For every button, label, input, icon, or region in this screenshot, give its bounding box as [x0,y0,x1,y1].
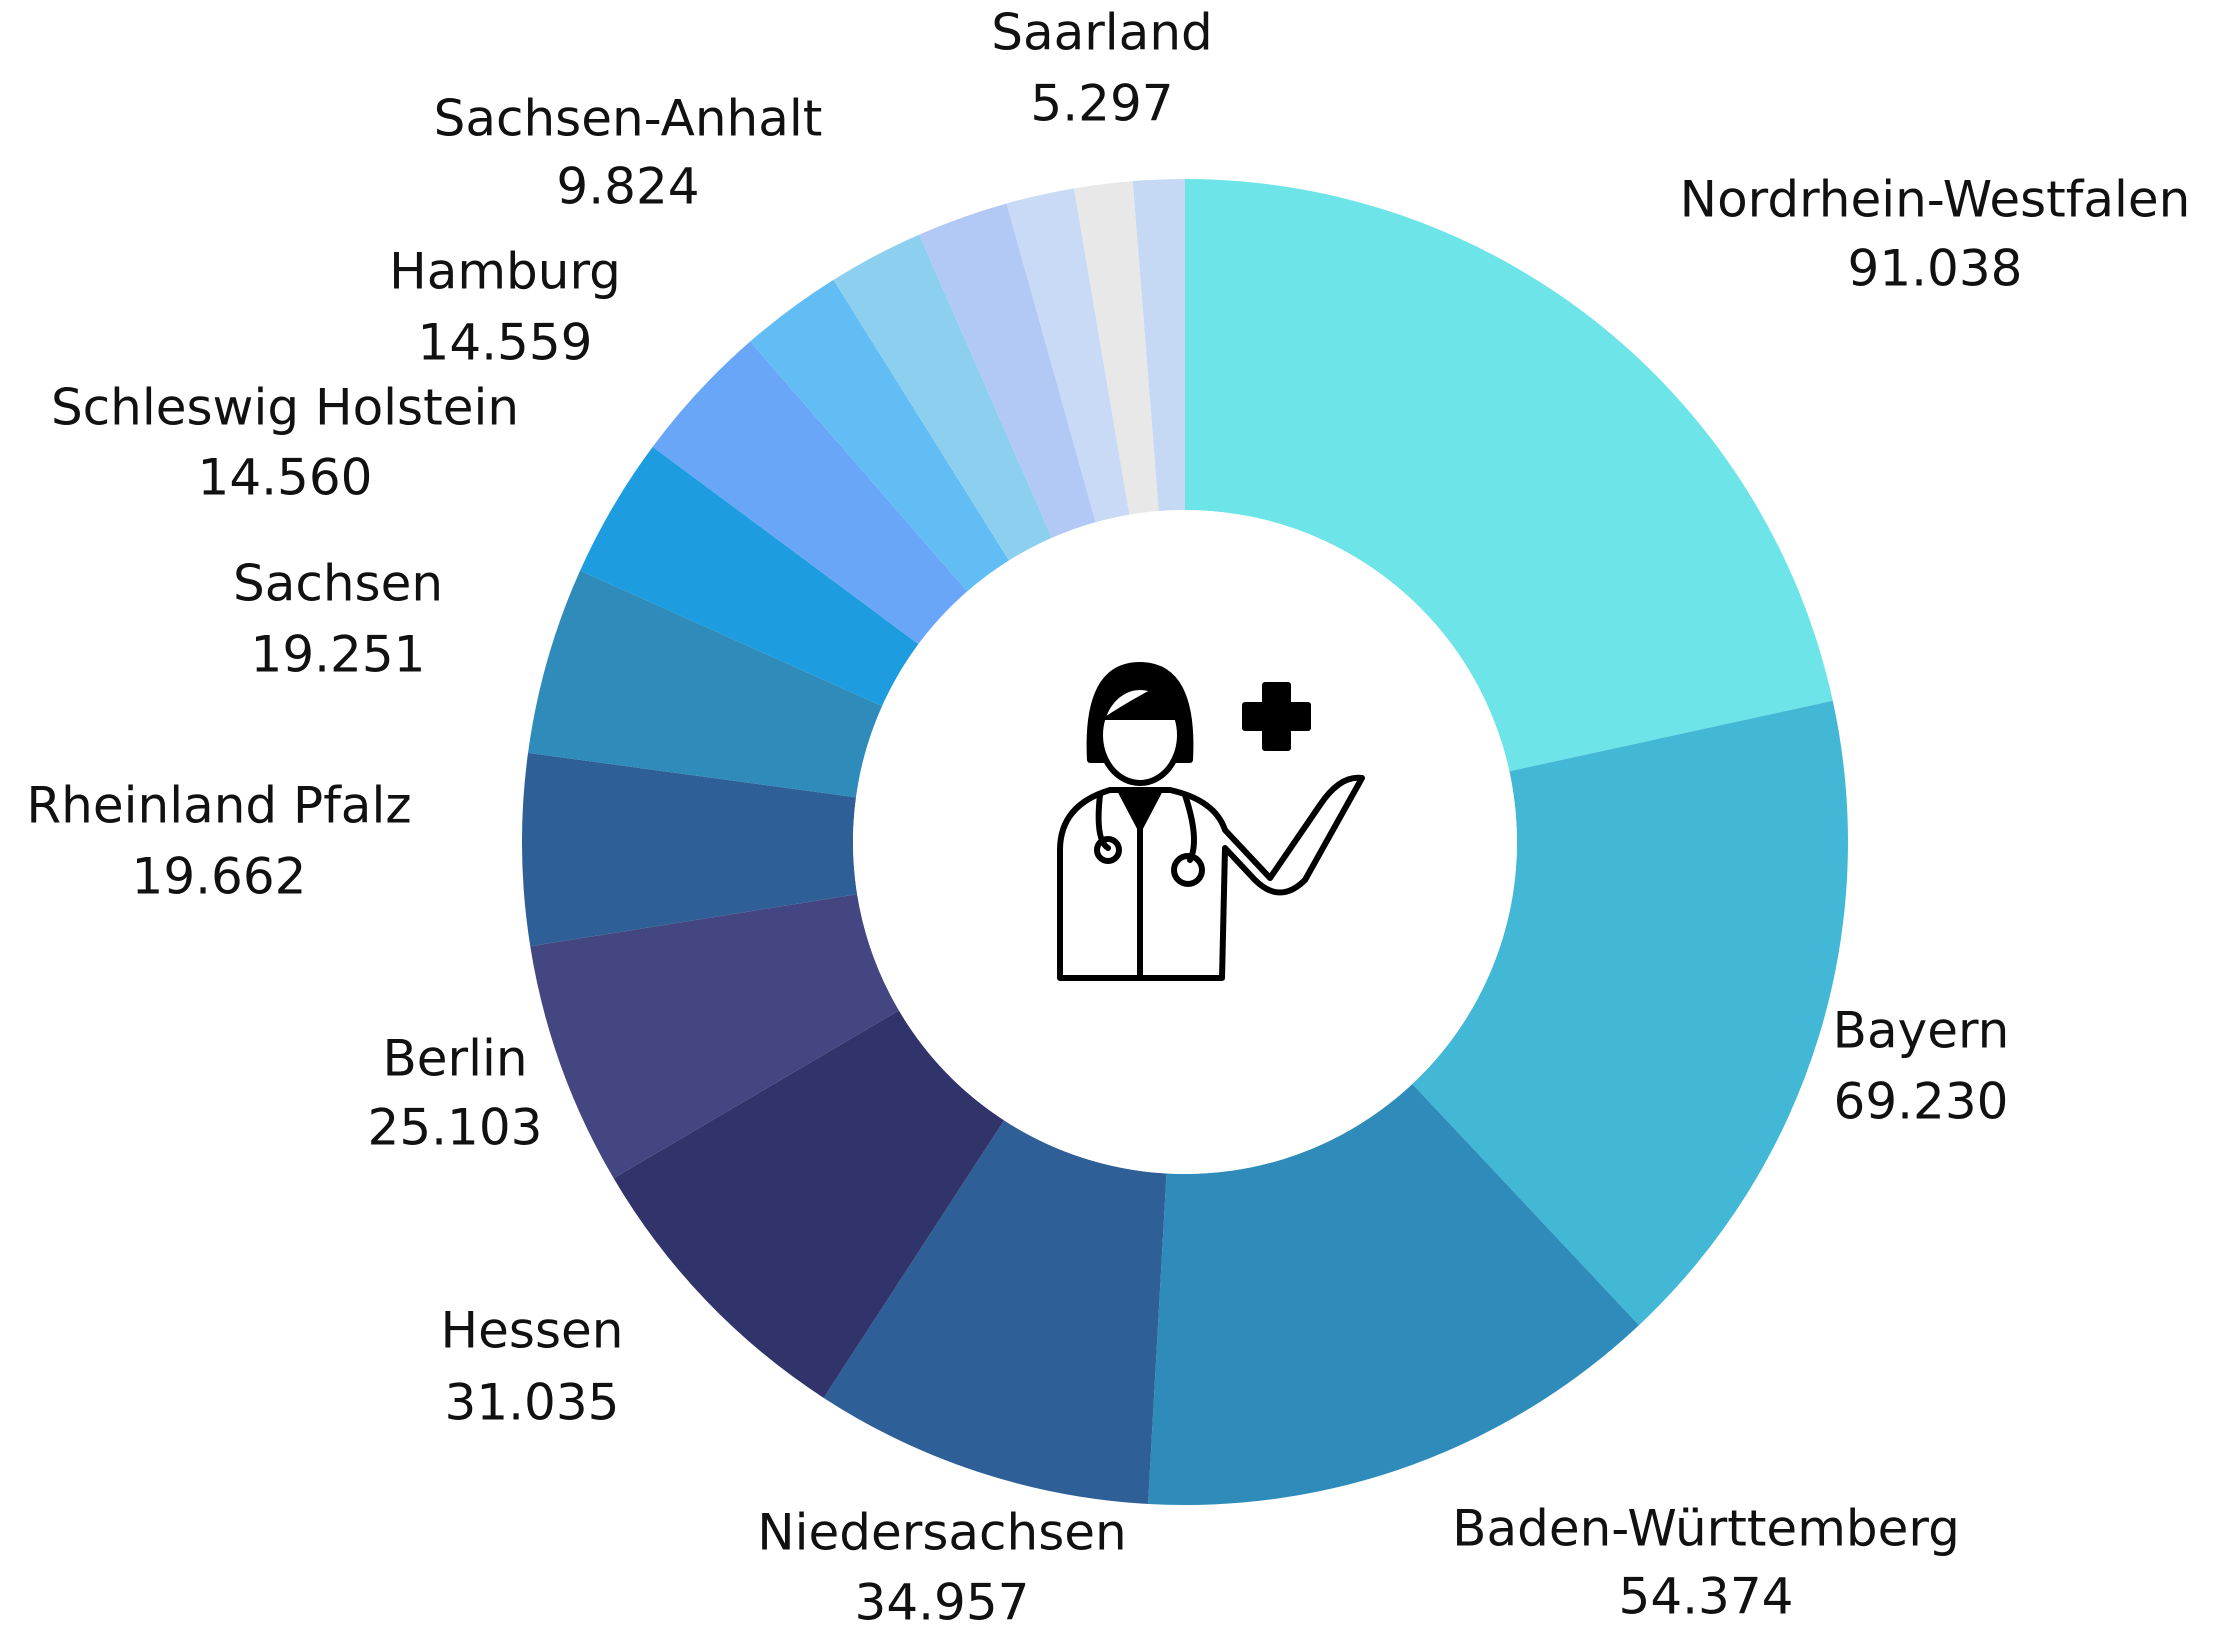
value-label: 69.230 [1834,1073,2009,1131]
slice [833,234,1052,561]
slice-label: Schleswig Holstein [51,379,519,437]
value-label: 14.559 [418,314,593,372]
slice [1073,181,1159,515]
labels: Nordrhein-Westfalen 91.038 Bayern 69.230 Bad… [26,4,2190,1625]
slice [528,570,883,798]
slice-label: Bayern [1833,1002,2010,1060]
slice [613,1010,1005,1398]
slices [522,179,1848,1505]
slice-label: Hamburg [389,243,621,301]
slice-label: Rheinland Pfalz [26,777,411,835]
value-label: 19.251 [251,626,426,684]
slice [823,1120,1167,1504]
slice [1132,179,1185,512]
slice [530,894,899,1179]
value-label: 9.824 [556,158,699,216]
slice-label: Sachsen [233,555,443,613]
slice [1185,179,1833,772]
slice [652,341,968,645]
slice-label: Niedersachsen [757,1504,1126,1562]
value-label: 19.662 [132,848,307,906]
value-label: 54.374 [1619,1568,1794,1625]
slice-label: Saarland [991,4,1213,62]
value-label: 34.957 [855,1574,1030,1625]
slice [1006,188,1130,523]
slice [522,752,858,947]
slice [750,279,1009,592]
value-label: 14.560 [198,449,373,507]
slice [1148,1083,1639,1505]
slice-label: Baden-Württemberg [1452,1500,1960,1558]
value-label: 25.103 [368,1099,543,1157]
value-label: 31.035 [445,1374,620,1432]
slice-label: Nordrhein-Westfalen [1680,171,2191,229]
slice-label: Sachsen-Anhalt [434,90,823,148]
slice-label: Hessen [441,1302,624,1360]
value-label: 91.038 [1848,240,2023,298]
value-label: 5.297 [1030,75,1173,133]
slice [1412,700,1848,1326]
slice [580,446,919,707]
slice [919,203,1096,538]
slice-label: Berlin [382,1030,527,1088]
doctor-icon [1057,662,1365,981]
